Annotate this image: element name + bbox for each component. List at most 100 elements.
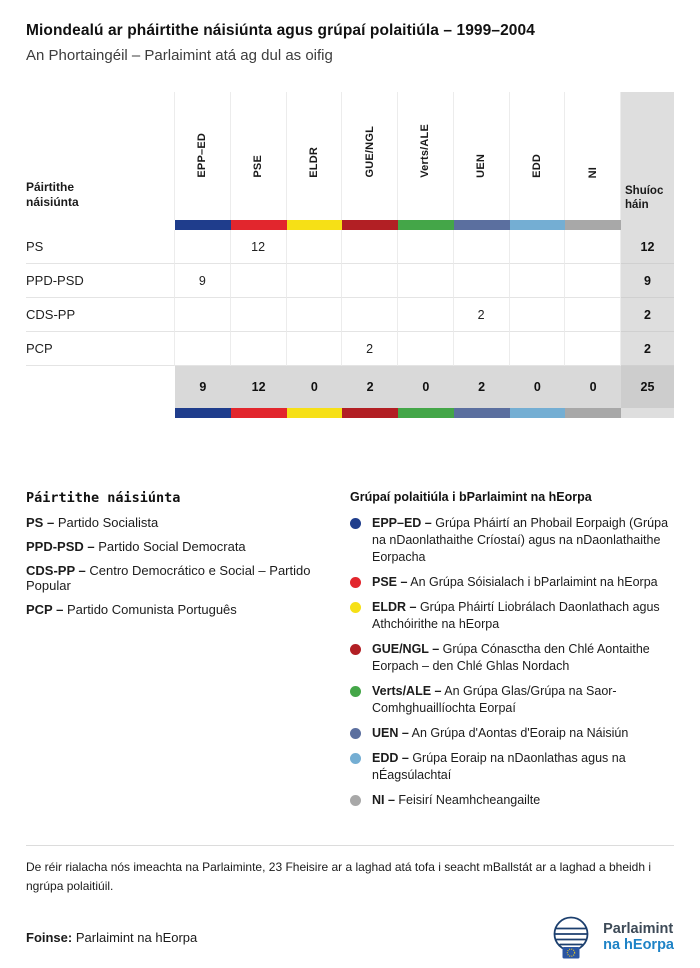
legend-group-item: ELDR – Grúpa Pháirtí Liobrálach Daonlath… [350, 599, 674, 633]
legend-political-groups: Grúpaí polaitiúla i bParlaimint na hEorp… [350, 490, 674, 809]
seat-cell [565, 264, 621, 298]
color-band-pse [230, 220, 287, 230]
color-band-pse [230, 408, 287, 418]
seat-cell: 2 [342, 332, 398, 366]
color-band-verts-ale [398, 408, 454, 418]
legend-group-item: EDD – Grúpa Eoraip na nDaonlathas agus n… [350, 750, 674, 784]
seats-column-band [621, 220, 674, 230]
legend-party-item: PS – Partido Socialista [26, 515, 159, 530]
column-header-ni: NI [565, 92, 621, 220]
column-total: 0 [398, 366, 454, 408]
party-name: CDS-PP [26, 298, 175, 332]
column-total: 0 [286, 366, 343, 408]
seat-cell [509, 230, 566, 264]
group-color-dot [350, 602, 361, 613]
group-color-dot [350, 518, 361, 529]
seat-cell [398, 332, 454, 366]
group-color-dot [350, 577, 361, 588]
column-header-edd: EDD [510, 92, 566, 220]
european-parliament-logo [553, 916, 589, 959]
seat-cell [286, 264, 343, 298]
column-header-seats: Shuíocháin [621, 92, 674, 220]
color-band-eldr [286, 408, 343, 418]
european-parliament-branding: Parlaimint na hEorpa [548, 914, 674, 960]
legend-group-item: NI – Feisirí Neamhcheangailte [350, 792, 674, 809]
legend-group-item: PSE – An Grúpa Sóisialach i bParlaimint … [350, 574, 674, 591]
color-band-ni [565, 408, 621, 418]
seat-cell [286, 332, 343, 366]
seat-cell [175, 230, 231, 264]
group-color-dot [350, 753, 361, 764]
legend-group-item: GUE/NGL – Grúpa Cónasctha den Chlé Aonta… [350, 641, 674, 675]
seat-cell [509, 298, 566, 332]
logo-wordmark: Parlaimint na hEorpa [603, 921, 674, 953]
column-header-epp-ed: EPP–ED [175, 92, 231, 220]
column-total: 9 [175, 366, 231, 408]
source-row: Foinse: Parlaimint na hEorpa Parlaimint … [26, 914, 674, 960]
seats-table: Páirtithe náisiúnta EPP–ED PSE ELDR GUE/… [26, 92, 674, 418]
party-name: PPD-PSD [26, 264, 175, 298]
seat-cell [453, 332, 510, 366]
party-name: PS [26, 230, 175, 264]
legend: Páirtithe náisiúnta PS – Partido Sociali… [26, 490, 674, 809]
color-band-epp-ed [175, 220, 231, 230]
column-total: 2 [342, 366, 398, 408]
seat-cell [175, 332, 231, 366]
seat-cell [453, 230, 510, 264]
seat-cell [398, 264, 454, 298]
footer-divider [26, 845, 674, 846]
seat-cell [453, 264, 510, 298]
band-spacer [26, 220, 175, 230]
group-color-dot [350, 728, 361, 739]
seat-cell [398, 230, 454, 264]
group-color-dot [350, 644, 361, 655]
page-subtitle: An Phortaingéil – Parlaimint atá ag dul … [26, 47, 333, 64]
row-header-label: Páirtithe náisiúnta [26, 92, 175, 220]
seat-cell [286, 298, 343, 332]
legend-groups-title: Grúpaí polaitiúla i bParlaimint na hEorp… [350, 490, 592, 504]
seats-column-band [621, 408, 674, 418]
grand-total: 25 [621, 366, 674, 408]
seat-cell [565, 230, 621, 264]
legend-party-item: PPD-PSD – Partido Social Democrata [26, 539, 246, 554]
color-band-gue-ngl [342, 408, 398, 418]
source-line: Foinse: Parlaimint na hEorpa [26, 929, 198, 945]
column-total: 12 [230, 366, 287, 408]
color-band-edd [509, 408, 566, 418]
seat-cell [230, 298, 287, 332]
group-color-dot [350, 795, 361, 806]
color-band-eldr [286, 220, 343, 230]
seat-cell [565, 298, 621, 332]
legend-party-item: CDS-PP – Centro Democrático e Social – P… [26, 563, 311, 593]
column-header-verts-ale: Verts/ALE [398, 92, 454, 220]
seat-cell: 9 [175, 264, 231, 298]
seat-cell [342, 264, 398, 298]
seat-cell: 12 [230, 230, 287, 264]
color-band-gue-ngl [342, 220, 398, 230]
legend-party-item: PCP – Partido Comunista Português [26, 602, 237, 617]
seat-cell [342, 298, 398, 332]
group-color-dot [350, 686, 361, 697]
page-title: Miondealú ar pháirtithe náisiúnta agus g… [26, 22, 535, 39]
party-total: 9 [621, 264, 674, 298]
party-name: PCP [26, 332, 175, 366]
seat-cell [175, 298, 231, 332]
seat-cell [230, 264, 287, 298]
color-band-epp-ed [175, 408, 231, 418]
footnote: De réir rialacha nós imeachta na Parlaim… [26, 860, 652, 893]
totals-spacer [26, 366, 175, 408]
band-spacer [26, 408, 175, 418]
seat-cell [230, 332, 287, 366]
column-header-uen: UEN [454, 92, 510, 220]
color-band-uen [453, 220, 510, 230]
party-total: 12 [621, 230, 674, 264]
party-total: 2 [621, 298, 674, 332]
seat-cell [342, 230, 398, 264]
seat-cell [398, 298, 454, 332]
seat-cell [509, 332, 566, 366]
color-band-ni [565, 220, 621, 230]
column-total: 0 [509, 366, 566, 408]
color-band-verts-ale [398, 220, 454, 230]
column-total: 0 [565, 366, 621, 408]
legend-group-item: EPP–ED – Grúpa Pháirtí an Phobail Eorpai… [350, 515, 674, 566]
